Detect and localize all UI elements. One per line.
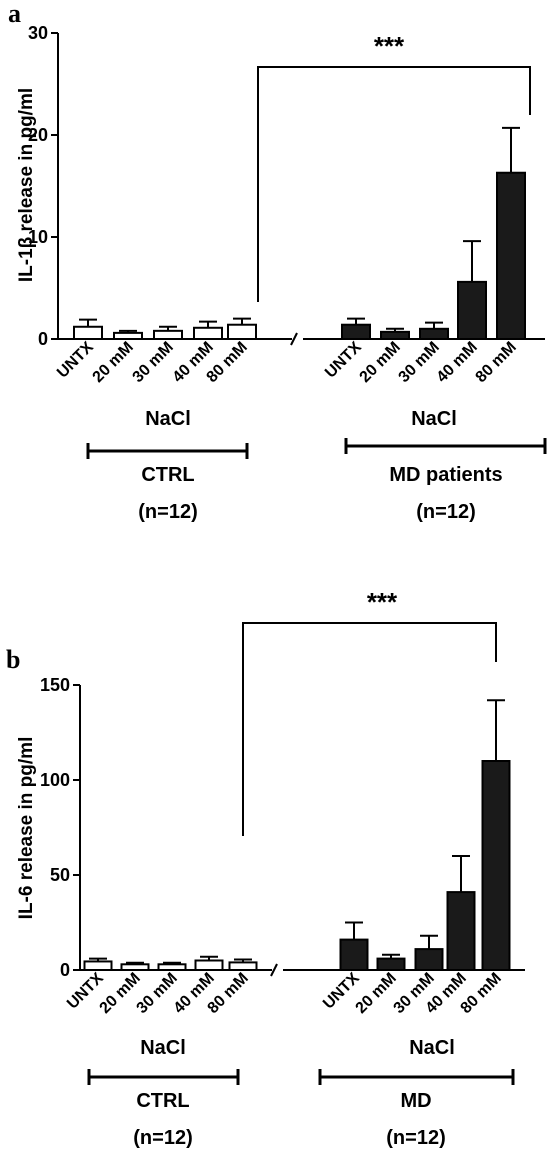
bar [376, 957, 406, 971]
category-label: 20 mM [353, 970, 400, 1017]
y-tick-label: 0 [60, 960, 70, 980]
panel-letter: a [8, 0, 21, 28]
group-name: CTRL [136, 1090, 189, 1112]
axis-break-mark [290, 332, 298, 346]
category-label: 30 mM [130, 339, 177, 386]
bar [227, 323, 257, 341]
bar [481, 760, 511, 971]
bar [414, 948, 444, 971]
y-tick-label: 100 [40, 770, 70, 790]
category-label: 80 mM [473, 339, 520, 386]
treatment-label: NaCl [145, 408, 191, 430]
category-label: 20 mM [90, 339, 137, 386]
y-tick-label: 50 [50, 865, 70, 885]
bar [446, 891, 476, 971]
bar [73, 325, 103, 341]
axis-break-mark [270, 963, 278, 977]
category-label: 40 mM [434, 339, 481, 386]
bar [228, 961, 258, 972]
bar [153, 329, 183, 340]
y-tick-label: 150 [40, 675, 70, 695]
bar [457, 280, 487, 341]
group-name: MD [400, 1090, 431, 1112]
bar [120, 963, 150, 971]
y-tick-label: 10 [28, 227, 48, 247]
bar [380, 330, 410, 340]
treatment-label: NaCl [140, 1037, 186, 1059]
bar [339, 938, 369, 971]
significance-label: *** [374, 31, 405, 61]
y-axis-label: IL-6 release in pg/ml [16, 737, 37, 920]
significance-label: *** [367, 587, 398, 617]
category-label: 30 mM [396, 339, 443, 386]
bar [157, 963, 187, 971]
group-n: (n=12) [416, 501, 475, 523]
treatment-label: NaCl [411, 408, 457, 430]
panel-letter: b [6, 645, 20, 674]
bar [194, 959, 224, 971]
group-name: CTRL [141, 464, 194, 486]
significance-bracket [257, 66, 531, 302]
group-n: (n=12) [386, 1127, 445, 1149]
bar [193, 326, 223, 340]
category-label: 30 mM [134, 970, 181, 1017]
bar [419, 327, 449, 340]
bar [496, 171, 526, 340]
y-tick-label: 20 [28, 125, 48, 145]
category-label: 20 mM [357, 339, 404, 386]
group-name: MD patients [389, 464, 502, 486]
y-tick-label: 30 [28, 23, 48, 43]
group-n: (n=12) [133, 1127, 192, 1149]
y-tick-label: 0 [38, 329, 48, 349]
category-label: 20 mM [97, 970, 144, 1017]
group-n: (n=12) [138, 501, 197, 523]
y-axis-label: IL-1β release in pg/ml [16, 88, 37, 282]
treatment-label: NaCl [409, 1037, 455, 1059]
bar [83, 960, 113, 972]
significance-bracket [242, 622, 497, 836]
bar [113, 331, 143, 341]
bar [341, 323, 371, 341]
